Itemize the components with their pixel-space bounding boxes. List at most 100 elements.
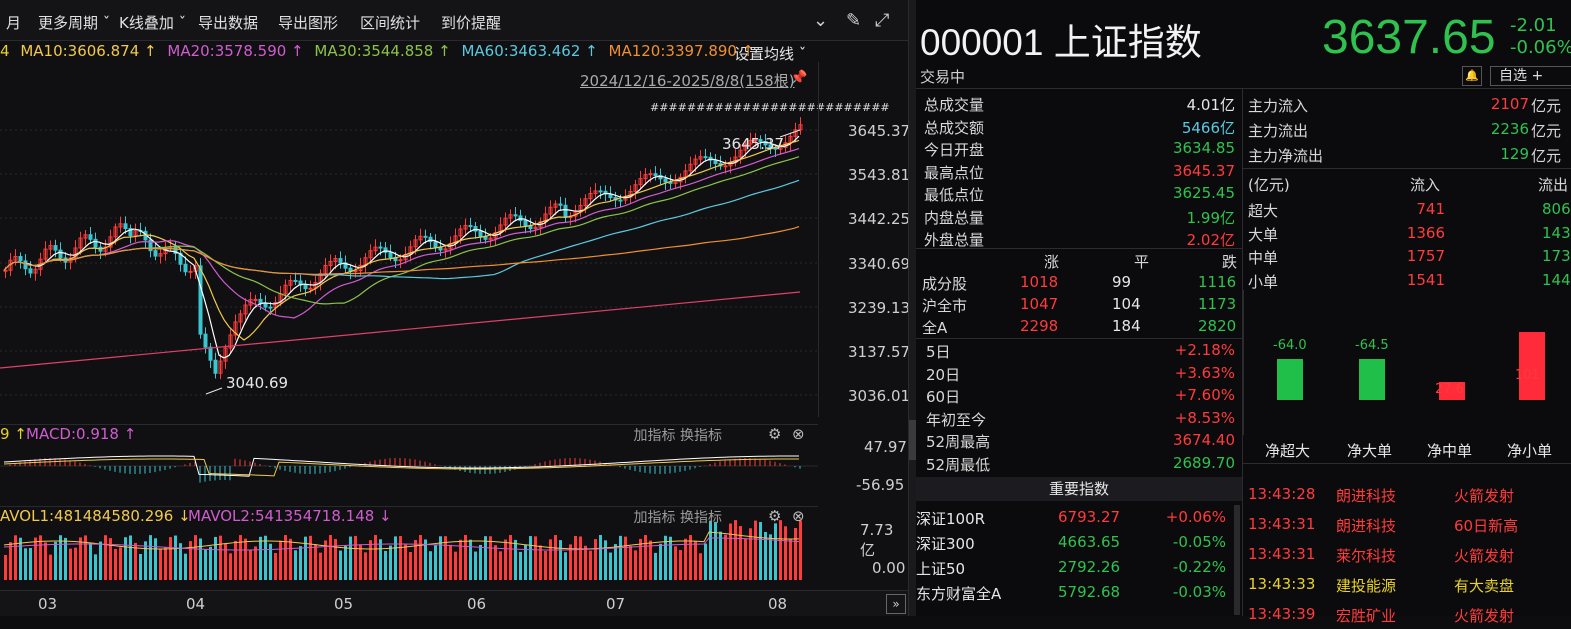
- tick-row[interactable]: 13:43:31 莱尔科技 火箭发射: [1248, 545, 1568, 569]
- candle-body: [23, 260, 28, 270]
- indices-scrollbar[interactable]: [1234, 505, 1240, 615]
- price-alert-button[interactable]: 到价提醒: [441, 14, 502, 32]
- candle-body: [258, 298, 263, 304]
- macd-header: 9 ↑ MACD:0.918 ↑ 加指标 换指标 ⚙ ⊗: [0, 424, 818, 447]
- volume-bar: [119, 547, 122, 580]
- tick-row[interactable]: 13:43:31 朗进科技 60日新高: [1248, 515, 1568, 539]
- volume-bar: [209, 546, 212, 580]
- range-stats-button[interactable]: 区间统计: [360, 14, 421, 32]
- index-pct: -0.05%: [1172, 533, 1226, 551]
- volume-bar: [124, 537, 127, 580]
- gear-icon[interactable]: ⚙: [768, 507, 782, 525]
- close-icon[interactable]: ⊗: [792, 425, 805, 443]
- candle-body: [753, 139, 758, 142]
- kline-overlay-dropdown[interactable]: K线叠加 ˇ: [119, 14, 187, 32]
- splitter-handle[interactable]: [909, 420, 916, 460]
- volume-bar: [484, 536, 487, 580]
- vol-switch-indicator[interactable]: 换指标: [680, 510, 722, 526]
- candle-body: [53, 245, 58, 251]
- period-month-tab[interactable]: 月: [6, 14, 22, 32]
- macd-add-indicator[interactable]: 加指标: [633, 428, 676, 444]
- vol-add-indicator[interactable]: 加指标: [633, 510, 676, 526]
- candle-body: [768, 144, 773, 149]
- price-axis-label: 3239.13: [848, 299, 908, 317]
- candle-body: [693, 158, 698, 165]
- candle-body: [253, 298, 258, 301]
- dif-line: [3, 455, 800, 477]
- candle-body: [793, 129, 798, 137]
- fund-net-value: 129: [1500, 145, 1529, 163]
- expand-icon[interactable]: ⤢: [875, 10, 890, 31]
- volume-bar: [524, 544, 527, 580]
- volume-bar: [219, 535, 222, 580]
- flow-row-in: 1757: [1406, 247, 1445, 265]
- date-range-label[interactable]: 2024/12/16-2025/8/8(158根): [580, 72, 795, 90]
- index-row[interactable]: 上证50 2792.26 -0.22%: [916, 558, 1232, 582]
- candle-body: [738, 149, 743, 158]
- kline-chart-panel[interactable]: 月 更多周期 ˇ K线叠加 ˇ 导出数据 导出图形 区间统计 到价提醒 ⌄ ✎ …: [0, 0, 908, 616]
- panel-splitter[interactable]: [908, 0, 917, 616]
- period-label: 60日: [926, 388, 961, 406]
- volume-bar: [344, 545, 347, 580]
- period-value: 3674.40: [1172, 431, 1235, 449]
- candle-body: [763, 140, 768, 146]
- pin-icon[interactable]: 📌: [790, 70, 808, 86]
- export-data-button[interactable]: 导出数据: [198, 14, 259, 32]
- chevron-circle-icon[interactable]: ⌄: [813, 10, 829, 31]
- breadth-label: 沪全市: [922, 297, 968, 315]
- price-axis-label: 3340.69: [848, 255, 908, 273]
- index-row[interactable]: 深证300 4663.65 -0.05%: [916, 533, 1232, 557]
- ma10-label: MA10:3606.874 ↑: [20, 42, 157, 60]
- volume-bar: [769, 534, 772, 580]
- volume-bar: [139, 553, 142, 580]
- candle-body: [513, 214, 518, 217]
- net-flow-value: 101: [1515, 368, 1540, 383]
- scroll-right-button[interactable]: »: [886, 594, 906, 614]
- candle-body: [183, 263, 188, 273]
- price-axis: [818, 62, 908, 417]
- brush-icon[interactable]: ✎: [846, 10, 862, 31]
- volume-bar: [764, 531, 767, 580]
- index-value: 6793.27: [1058, 508, 1121, 526]
- flow-row-label: 大单: [1248, 225, 1279, 244]
- net-flow-bar: [1519, 332, 1545, 400]
- volume-bar: [504, 539, 507, 580]
- volume-bar: [394, 536, 397, 580]
- export-chart-button[interactable]: 导出图形: [278, 14, 339, 32]
- gear-icon[interactable]: ⚙: [768, 425, 782, 443]
- bell-icon[interactable]: 🔔: [1462, 66, 1482, 86]
- index-row[interactable]: 东方财富全A 5792.68 -0.03%: [916, 583, 1232, 607]
- volume-bar: [449, 544, 452, 580]
- close-icon[interactable]: ⊗: [792, 507, 805, 525]
- fund-inflow-value: 2107: [1490, 95, 1529, 113]
- tick-row[interactable]: 13:43:28 朗进科技 火箭发射: [1248, 485, 1568, 509]
- volume-bar: [464, 535, 467, 580]
- volume-bar: [614, 544, 617, 580]
- macd-switch-indicator[interactable]: 换指标: [680, 428, 722, 444]
- candle-body: [268, 306, 273, 309]
- candle-body: [308, 287, 313, 290]
- candle-body: [558, 203, 563, 206]
- volume-bar: [439, 536, 442, 580]
- candle-body: [518, 215, 523, 221]
- candle-body: [353, 270, 358, 273]
- breadth-flat: 99: [1112, 273, 1132, 291]
- index-row[interactable]: 深证100R 6793.27 +0.06%: [916, 508, 1232, 532]
- fund-outflow-unit: 亿元: [1531, 122, 1562, 140]
- candle-body: [423, 235, 428, 238]
- more-periods-dropdown[interactable]: 更多周期 ˇ: [38, 14, 111, 32]
- price-change: -2.01 -0.06%: [1510, 15, 1571, 59]
- volume-bar: [799, 520, 802, 580]
- candle-body: [13, 256, 18, 261]
- volume-bar: [4, 555, 7, 580]
- flow-row-out: 806: [1542, 200, 1571, 218]
- volume-bar: [729, 523, 732, 580]
- add-watchlist-button[interactable]: 自选 +: [1490, 66, 1571, 86]
- tick-row[interactable]: 13:43:39 宏胜矿业 火箭发射: [1248, 605, 1568, 629]
- stat-value: 3634.85: [1172, 139, 1235, 157]
- date-label: 08: [768, 595, 788, 613]
- ma-settings-dropdown[interactable]: 设置均线 ˇ: [734, 45, 807, 63]
- tick-row[interactable]: 13:43:33 建投能源 有大卖盘: [1248, 575, 1568, 599]
- candle-body: [198, 265, 203, 335]
- date-axis: 03 04 05 06 07 08 »: [0, 590, 908, 616]
